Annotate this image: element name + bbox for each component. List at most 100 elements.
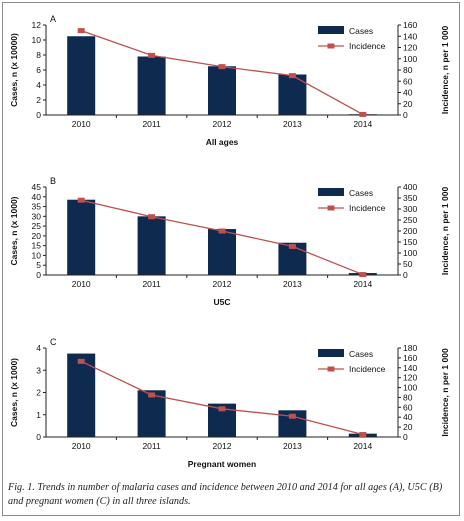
y-tick-label: 20	[32, 231, 42, 241]
incidence-point	[288, 73, 296, 79]
panel-label: C	[50, 337, 57, 347]
legend-label-cases: Cases	[349, 349, 373, 359]
y-tick-label: 6	[36, 65, 41, 75]
x-axis-title: U5C	[213, 297, 230, 307]
incidence-point	[77, 28, 85, 34]
legend-label-incidence: Incidence	[349, 41, 386, 51]
y-tick-label: 4	[36, 80, 41, 90]
bar-cases	[67, 199, 96, 275]
y2-tick-label: 160	[403, 20, 417, 30]
y-tick-label: 0	[36, 270, 41, 280]
x-axis-title: Pregnant women	[188, 459, 256, 469]
legend-marker-incidence	[327, 205, 335, 211]
x-tick-label: 2012	[213, 119, 232, 129]
y-tick-label: 0	[36, 432, 41, 442]
y2-tick-label: 250	[403, 215, 417, 225]
y-tick-label: 4	[36, 343, 41, 353]
y-tick-label: 45	[32, 182, 42, 192]
legend-label-incidence: Incidence	[349, 203, 386, 213]
incidence-point	[359, 272, 367, 278]
y-axis-title: Cases, n (x 10000)	[9, 33, 19, 107]
incidence-point	[359, 111, 367, 117]
y-axis-title: Cases, n (x 1000)	[9, 196, 19, 265]
y-tick-label: 15	[32, 241, 42, 251]
y2-tick-label: 100	[403, 54, 417, 64]
y-tick-label: 35	[32, 202, 42, 212]
y-tick-label: 5	[36, 260, 41, 270]
y2-tick-label: 200	[403, 226, 417, 236]
bar-cases	[137, 390, 166, 437]
bar-cases	[137, 216, 166, 275]
y2-tick-label: 0	[403, 432, 408, 442]
y2-tick-label: 120	[403, 43, 417, 53]
x-tick-label: 2011	[142, 441, 161, 451]
legend-swatch-cases	[318, 188, 344, 196]
x-tick-label: 2012	[213, 441, 232, 451]
y-tick-label: 10	[32, 250, 42, 260]
legend-swatch-cases	[318, 349, 344, 357]
y2-tick-label: 100	[403, 383, 417, 393]
y-tick-label: 25	[32, 221, 42, 231]
incidence-point	[218, 228, 226, 234]
y-tick-label: 30	[32, 211, 42, 221]
x-tick-label: 2014	[353, 119, 372, 129]
y2-tick-label: 40	[403, 412, 413, 422]
y2-tick-label: 50	[403, 259, 413, 269]
y2-tick-label: 140	[403, 363, 417, 373]
panel-label: A	[50, 14, 56, 24]
legend-marker-incidence	[327, 366, 335, 372]
incidence-point	[148, 52, 156, 58]
y-tick-label: 0	[36, 110, 41, 120]
x-tick-label: 2013	[283, 119, 302, 129]
y2-tick-label: 150	[403, 237, 417, 247]
figure-caption: Fig. 1. Trends in number of malaria case…	[8, 482, 443, 507]
incidence-point	[148, 214, 156, 220]
incidence-point	[359, 432, 367, 438]
panel-label: B	[50, 176, 56, 186]
y-tick-label: 3	[36, 365, 41, 375]
x-tick-label: 2011	[142, 279, 161, 289]
y-tick-label: 10	[32, 35, 42, 45]
y2-tick-label: 140	[403, 31, 417, 41]
bar-cases	[67, 353, 96, 437]
y-tick-label: 2	[36, 388, 41, 398]
y-tick-label: 40	[32, 192, 42, 202]
bar-cases	[67, 36, 96, 115]
y2-tick-label: 80	[403, 65, 413, 75]
incidence-point	[288, 243, 296, 249]
incidence-point	[148, 392, 156, 398]
legend-marker-incidence	[327, 43, 335, 49]
incidence-point	[77, 358, 85, 364]
y2-tick-label: 100	[403, 248, 417, 258]
x-tick-label: 2010	[72, 279, 91, 289]
y-axis-title: Cases, n (x 1000)	[9, 358, 19, 427]
y2-axis-title: Incidence, n per 1 000	[440, 187, 450, 276]
y2-tick-label: 20	[403, 99, 413, 109]
bar-cases	[137, 56, 166, 115]
y2-tick-label: 80	[403, 392, 413, 402]
y2-tick-label: 160	[403, 353, 417, 363]
legend-label-cases: Cases	[349, 188, 373, 198]
y2-tick-label: 350	[403, 193, 417, 203]
y2-axis-title: Incidence, n per 1 000	[440, 26, 450, 115]
incidence-point	[77, 197, 85, 203]
x-tick-label: 2013	[283, 279, 302, 289]
y2-tick-label: 0	[403, 110, 408, 120]
y2-tick-label: 400	[403, 182, 417, 192]
y2-axis-title: Incidence, n per 1 000	[440, 348, 450, 437]
y2-tick-label: 60	[403, 76, 413, 86]
bar-cases	[208, 229, 236, 275]
incidence-point	[288, 413, 296, 419]
legend-swatch-cases	[318, 26, 344, 34]
y2-tick-label: 180	[403, 343, 417, 353]
x-axis-title: All ages	[206, 137, 239, 147]
x-tick-label: 2014	[353, 279, 372, 289]
legend-label-cases: Cases	[349, 26, 373, 36]
x-tick-label: 2011	[142, 119, 161, 129]
incidence-point	[218, 64, 226, 70]
y2-tick-label: 20	[403, 422, 413, 432]
y-tick-label: 1	[36, 410, 41, 420]
incidence-point	[218, 406, 226, 412]
x-tick-label: 2010	[72, 119, 91, 129]
y2-tick-label: 300	[403, 204, 417, 214]
